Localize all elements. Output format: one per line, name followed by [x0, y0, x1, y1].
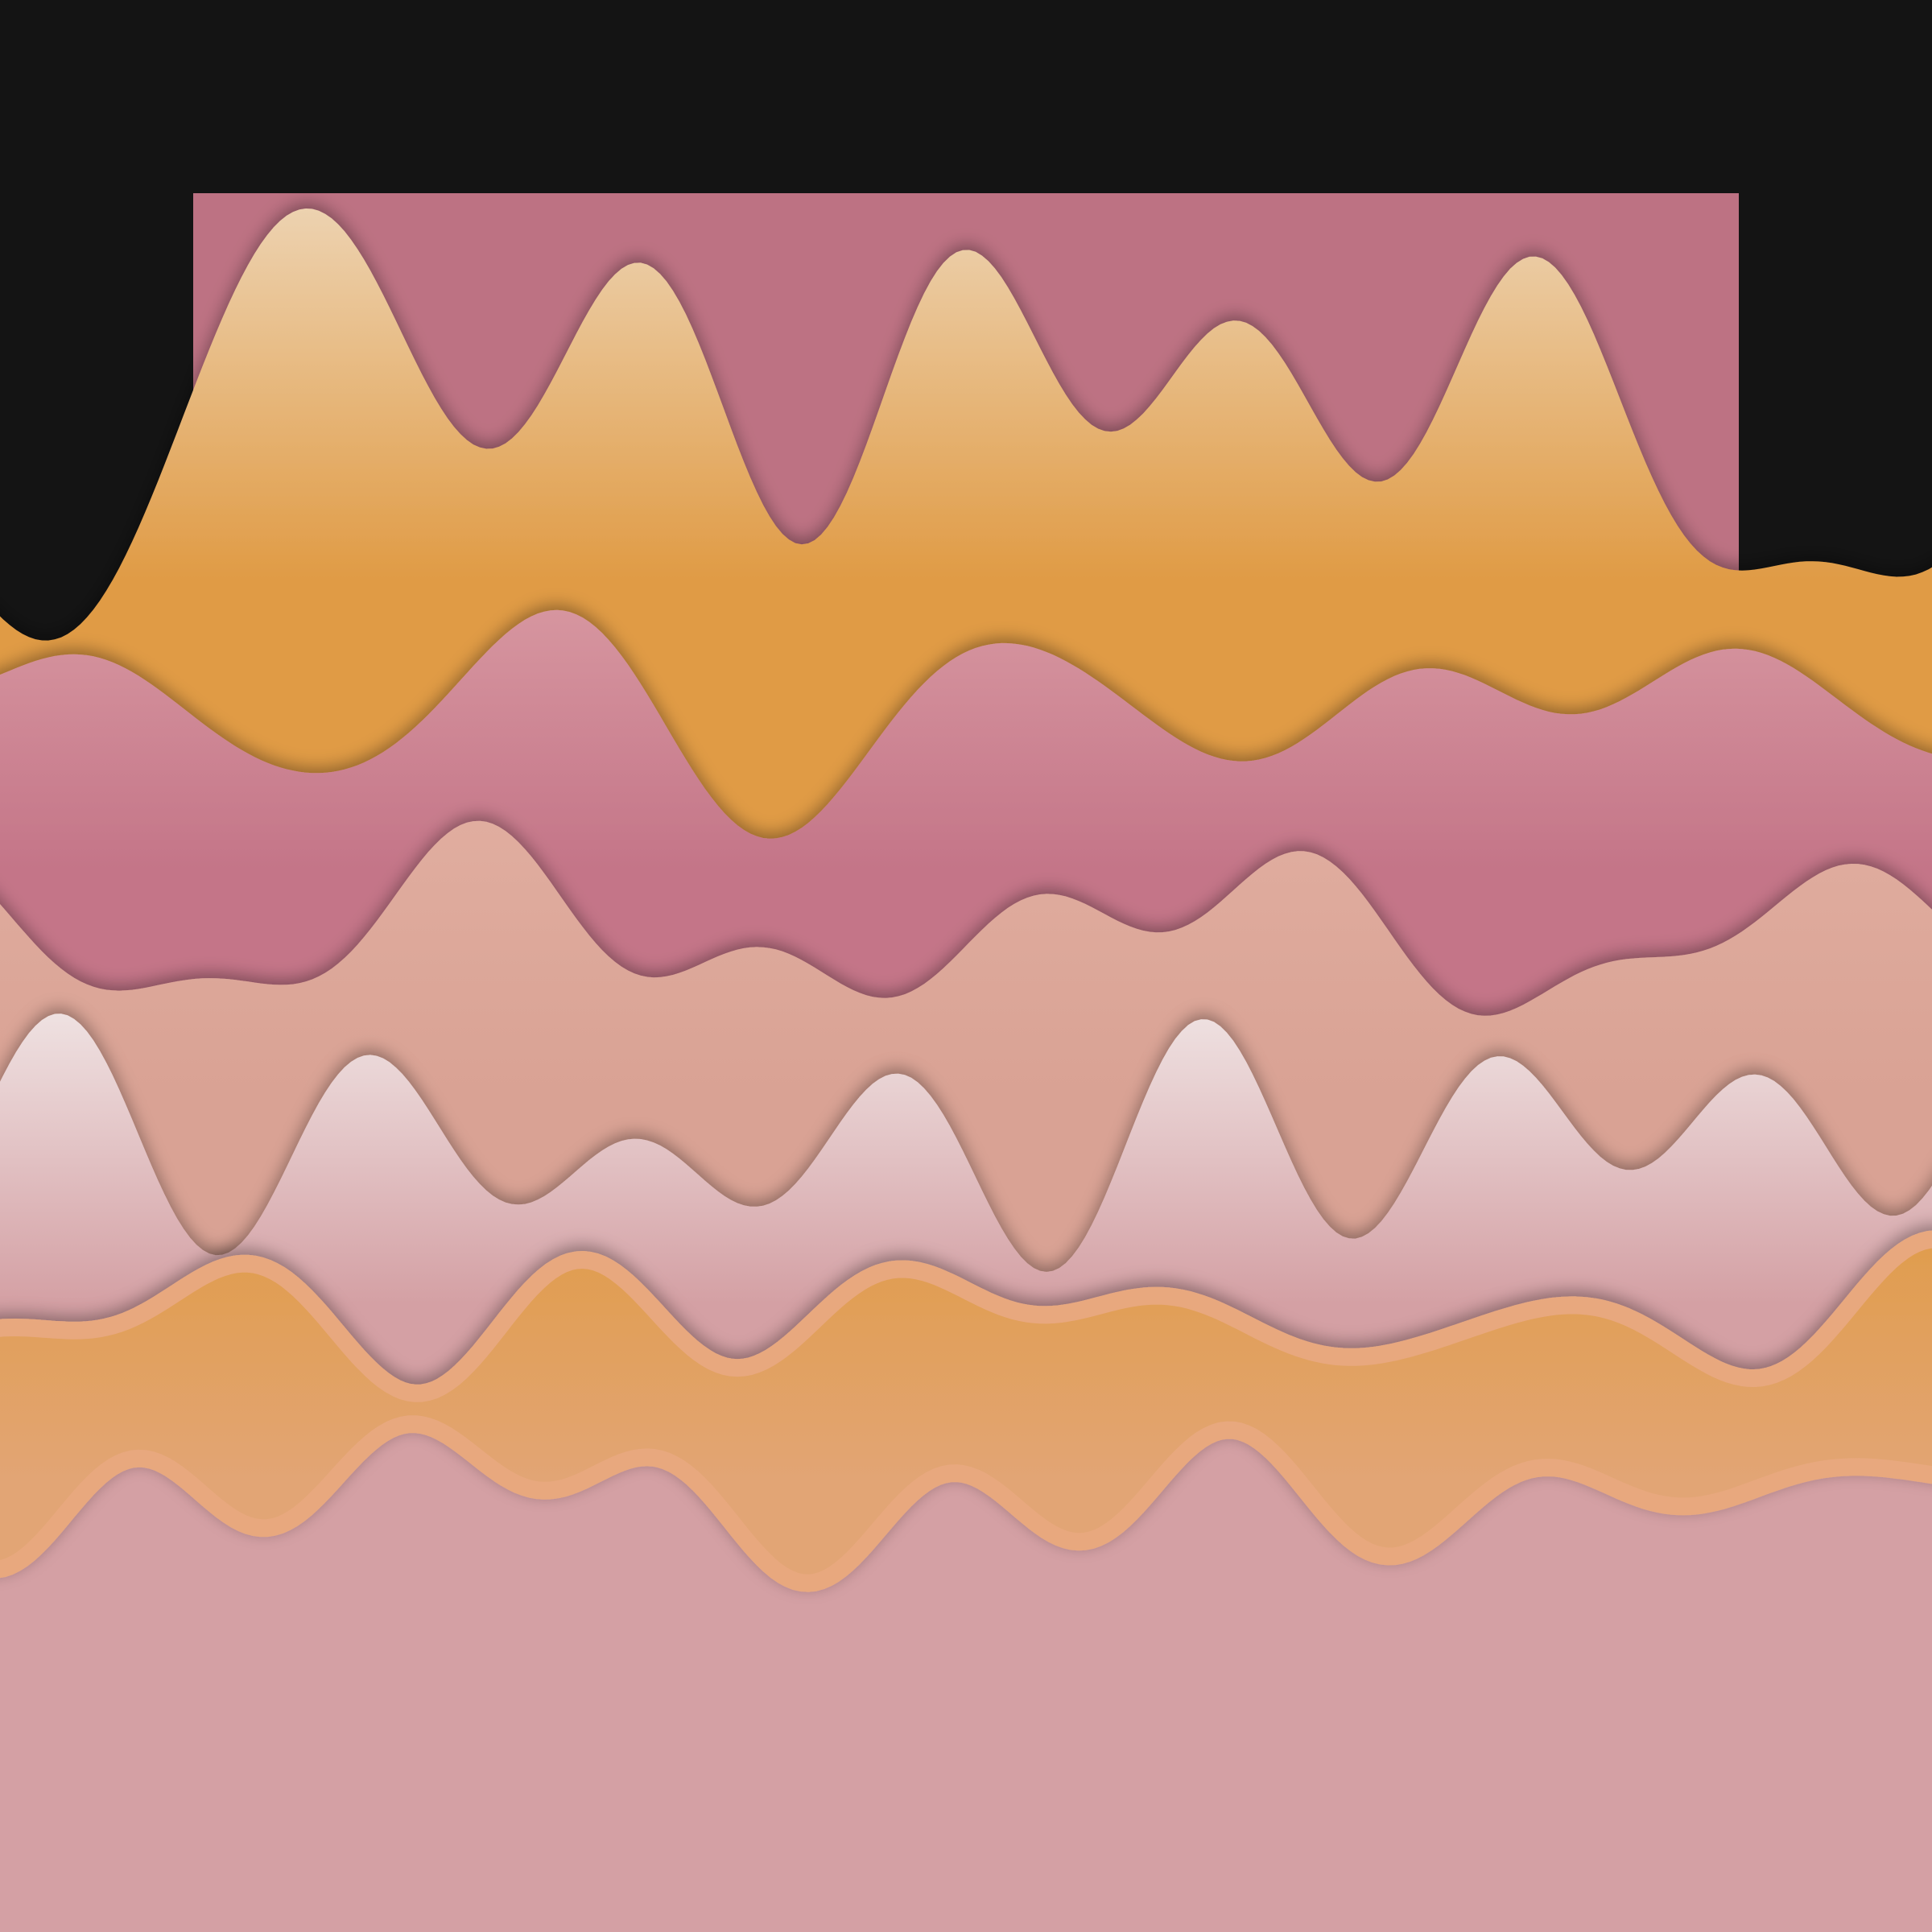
ridge-layers [0, 208, 1932, 1932]
orange-front-ridge [0, 1230, 1932, 1592]
